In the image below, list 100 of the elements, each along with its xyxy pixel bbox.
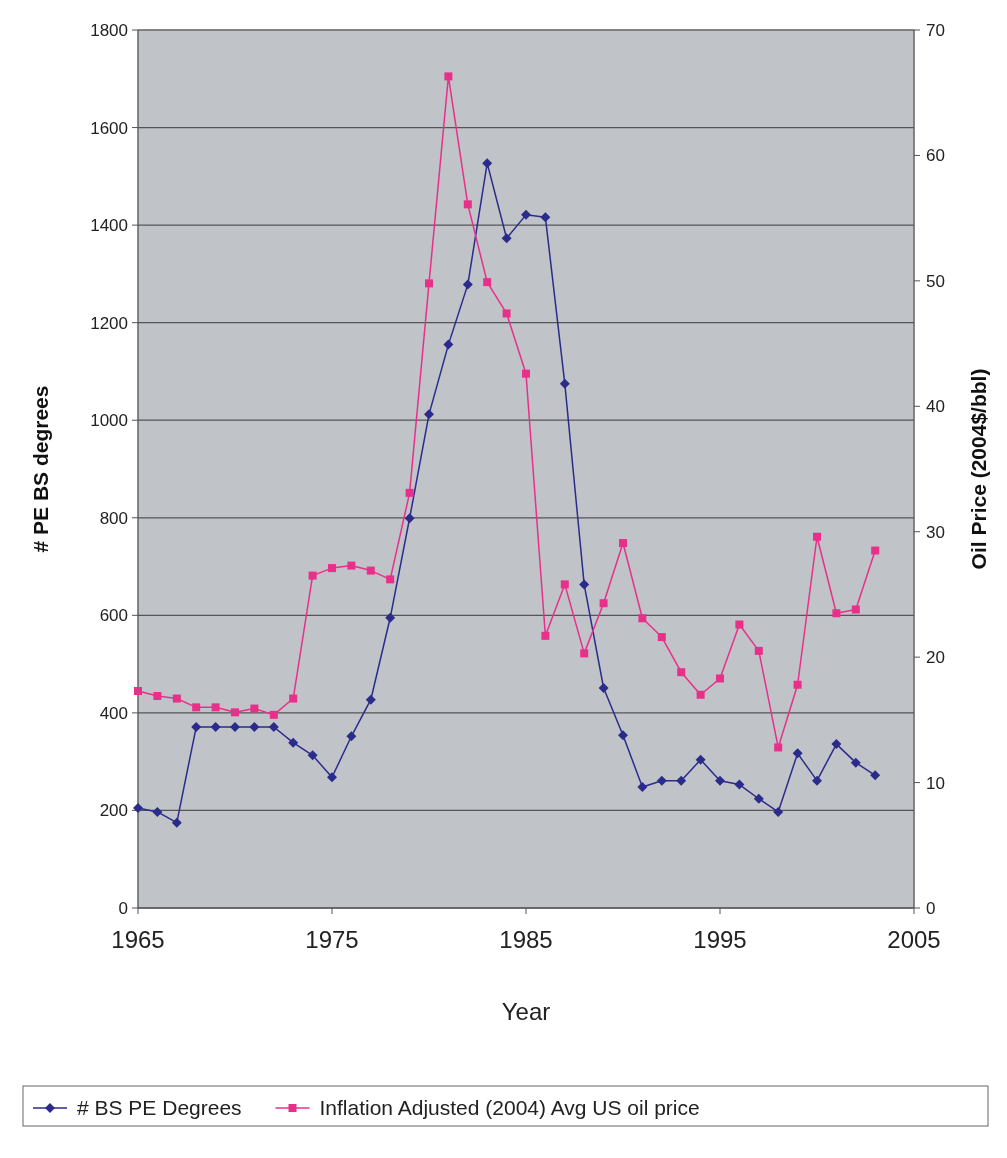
y2-tick-label: 0	[926, 898, 936, 918]
point	[249, 722, 260, 733]
point	[774, 743, 783, 752]
x-tick-label: 1995	[693, 926, 747, 953]
point	[638, 614, 647, 623]
y-tick-label: 800	[99, 508, 128, 528]
point	[462, 279, 473, 290]
point	[191, 722, 202, 733]
point	[812, 775, 822, 786]
point	[871, 546, 880, 555]
point	[851, 605, 860, 614]
point	[599, 599, 608, 608]
y2-tick-label: 50	[926, 271, 945, 291]
point	[250, 704, 259, 713]
y2-tick-label: 60	[926, 146, 945, 166]
point	[365, 694, 376, 705]
point	[793, 680, 802, 689]
point	[328, 564, 336, 573]
point	[676, 775, 687, 786]
point	[289, 694, 298, 703]
point	[735, 620, 744, 629]
y2-tick-label: 30	[926, 522, 945, 542]
x-tick-label: 1985	[499, 926, 553, 953]
point	[404, 513, 415, 524]
legend-label: # BS PE Degrees	[77, 1096, 242, 1120]
y2-tick-label: 20	[926, 648, 945, 668]
point	[695, 754, 706, 765]
point	[171, 817, 182, 828]
point	[366, 566, 375, 575]
point	[405, 488, 414, 497]
point	[288, 737, 299, 748]
point	[792, 748, 803, 759]
point	[677, 668, 686, 677]
point	[619, 539, 627, 547]
point	[753, 793, 764, 804]
point	[424, 409, 434, 420]
x-tick-label: 1975	[305, 926, 359, 953]
point	[172, 694, 181, 703]
y2-tick-label: 10	[926, 773, 945, 793]
point	[580, 649, 589, 658]
y-tick-label: 1000	[90, 411, 128, 431]
point	[347, 561, 356, 570]
point	[444, 72, 453, 81]
point	[308, 571, 317, 580]
point	[832, 609, 841, 618]
point	[715, 775, 725, 786]
point	[598, 683, 609, 694]
point	[327, 772, 337, 783]
point	[657, 633, 666, 642]
point	[463, 200, 472, 209]
y-tick-label: 1400	[90, 216, 128, 236]
point	[656, 775, 667, 786]
point	[850, 757, 861, 768]
point	[482, 158, 493, 169]
point	[501, 233, 512, 244]
y-tick-label: 0	[118, 898, 128, 918]
point	[813, 532, 821, 541]
point	[483, 278, 492, 287]
point	[231, 708, 239, 717]
point	[540, 212, 551, 223]
point	[716, 674, 724, 683]
point	[522, 369, 530, 378]
point	[502, 309, 511, 318]
point	[559, 378, 570, 389]
point	[754, 646, 763, 655]
point	[134, 687, 142, 696]
point	[230, 722, 240, 733]
point	[192, 703, 201, 712]
point	[425, 279, 433, 288]
y2-tick-label: 40	[926, 397, 945, 417]
point	[637, 782, 648, 793]
point	[579, 579, 590, 590]
point	[386, 575, 395, 584]
point	[269, 710, 278, 719]
x-tick-label: 1965	[111, 926, 165, 953]
point	[268, 722, 279, 733]
point	[307, 750, 318, 761]
point	[870, 770, 881, 781]
y2-tick-label: 70	[926, 20, 945, 40]
point	[618, 730, 628, 741]
y-tick-label: 1200	[90, 313, 128, 333]
point	[152, 806, 163, 817]
point	[696, 690, 705, 699]
point	[346, 731, 357, 742]
point	[153, 692, 162, 701]
y-tick-label: 400	[99, 703, 128, 723]
legend-label: Inflation Adjusted (2004) Avg US oil price	[319, 1096, 700, 1120]
point	[541, 631, 550, 640]
point	[831, 739, 842, 750]
x-tick-label: 2005	[887, 926, 941, 953]
point	[521, 209, 531, 220]
y-tick-label: 1800	[90, 20, 128, 40]
y-tick-label: 600	[99, 606, 128, 626]
y-tick-label: 200	[99, 801, 128, 821]
x-axis-title: Year	[501, 998, 551, 1025]
point	[734, 779, 745, 790]
y2-axis-title: Oil Price (2004$/bbl)	[967, 368, 990, 570]
point	[210, 722, 221, 733]
point	[443, 339, 454, 350]
point	[560, 580, 569, 589]
